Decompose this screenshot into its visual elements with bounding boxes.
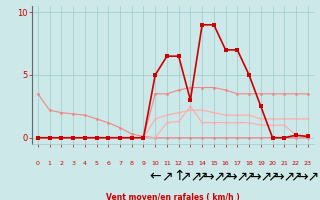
- X-axis label: Vent moyen/en rafales ( km/h ): Vent moyen/en rafales ( km/h ): [106, 193, 240, 200]
